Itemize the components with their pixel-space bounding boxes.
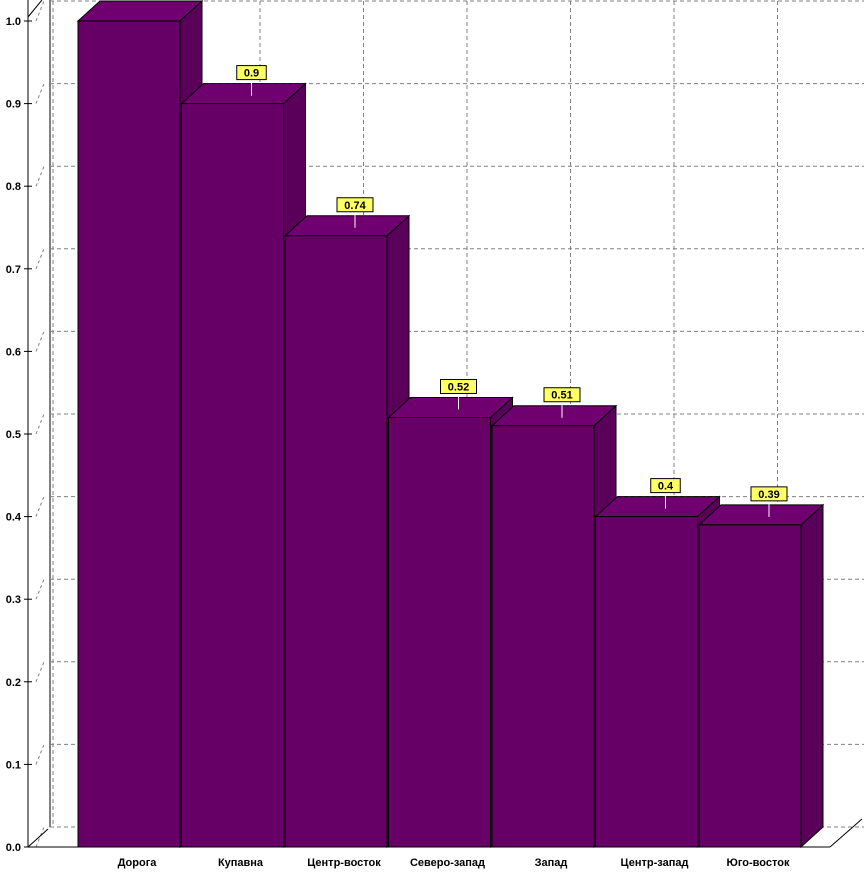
grid-line-depth [35, 413, 45, 435]
y-tick-label: 0.5 [6, 429, 21, 441]
bar-top [490, 405, 618, 427]
data-label-text: 0.39 [758, 489, 779, 501]
y-tick-label: 1.0 [6, 16, 21, 28]
x-tick-label: Дорога [118, 857, 158, 869]
grid-line-depth [35, 331, 45, 352]
data-label-text: 0.9 [244, 68, 259, 80]
y-tick-label: 0.1 [6, 759, 21, 771]
bar-front [595, 516, 698, 848]
bar-front [491, 425, 595, 848]
floor-left-depth [27, 828, 49, 848]
bar-front [284, 235, 388, 848]
y-tick-label: 0.9 [6, 99, 21, 111]
grid-line-depth [35, 661, 45, 682]
bar-front [181, 103, 284, 848]
x-tick-label: Купавна [218, 857, 264, 869]
grid-line-depth [35, 826, 45, 848]
bar-top [180, 83, 307, 105]
data-label-5: 0.51 [543, 387, 581, 418]
x-axis-depth [829, 818, 863, 848]
data-label-box [543, 387, 581, 403]
x-tick-label: Северо-запад [410, 857, 485, 869]
data-labels: 0.9 0.74 0.52 0.51 0.4 0.39 [236, 65, 788, 517]
grid-line-depth [35, 496, 45, 517]
grid-line-depth [35, 579, 45, 600]
data-label-4: 0.52 [440, 378, 477, 410]
bar-top [697, 504, 825, 526]
y-tick-label: 0.2 [6, 677, 21, 689]
data-label-box [236, 65, 267, 81]
bar-top [283, 215, 411, 237]
x-tick-label: Центр-запад [621, 857, 689, 869]
data-label-box [650, 478, 681, 494]
bar-top [594, 496, 721, 518]
data-label-text: 0.4 [658, 481, 674, 493]
data-label-6: 0.4 [650, 478, 681, 509]
y-tick-labels: 0.0 0.1 0.2 0.3 0.4 0.5 0.6 0.7 0.8 0.9 1.0 [6, 16, 22, 854]
x-tick-label: Центр-восток [307, 857, 381, 869]
y-tick-label: 0.3 [6, 594, 21, 606]
y-tick-label: 0.6 [6, 346, 21, 358]
bar-top [387, 396, 514, 418]
bar-front [698, 524, 802, 848]
grid-line-depth [35, 83, 45, 104]
data-label-2: 0.9 [236, 65, 267, 96]
data-label-text: 0.74 [344, 200, 366, 212]
bar-front [77, 20, 181, 848]
bar-7 [697, 503, 825, 849]
data-label-text: 0.52 [448, 381, 469, 393]
y-tick-label: 0.4 [6, 512, 22, 524]
y-axis-top-depth [27, 0, 43, 18]
x-tick-labels: Дорога Купавна Центр-восток Северо-запад Зап… [118, 857, 790, 869]
grid-line-depth [35, 0, 45, 22]
data-label-7: 0.39 [750, 486, 788, 517]
bar-series [76, 0, 825, 849]
y-tick-label: 0.8 [6, 181, 21, 193]
x-tick-label: Запад [535, 857, 568, 869]
x-tick-label: Юго-восток [727, 857, 790, 869]
data-label-box [440, 378, 477, 394]
grid-line-depth [35, 248, 45, 269]
bar-side [800, 503, 824, 849]
y-tick-label: 0.0 [6, 842, 21, 854]
grid-line-depth [35, 166, 45, 187]
bar-top [76, 0, 204, 22]
y-tick-label: 0.7 [6, 264, 21, 276]
grid-line-depth [35, 744, 45, 765]
data-label-3: 0.74 [336, 197, 374, 228]
data-label-box [750, 486, 788, 502]
data-label-box [336, 197, 374, 213]
bar-front [388, 416, 491, 848]
data-label-text: 0.51 [551, 390, 572, 402]
